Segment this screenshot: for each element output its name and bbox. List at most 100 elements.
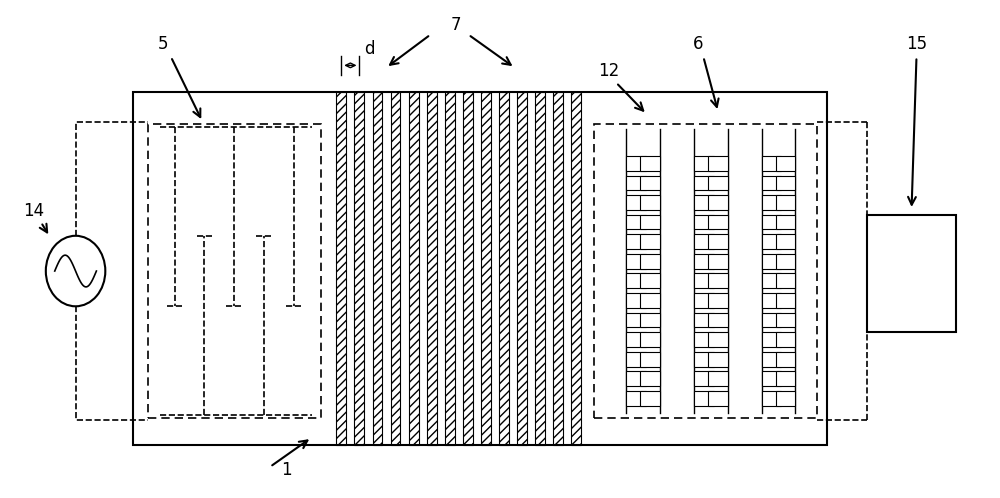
Bar [640, 273, 660, 288]
Bar [336, 92, 346, 445]
Bar [626, 372, 646, 386]
Bar [694, 293, 714, 308]
Bar [626, 254, 646, 268]
Bar [708, 176, 728, 190]
Bar [708, 293, 728, 308]
Bar [640, 215, 660, 230]
Bar [708, 372, 728, 386]
Bar [571, 92, 581, 445]
Bar [776, 352, 795, 367]
Bar [640, 313, 660, 327]
Bar [708, 352, 728, 367]
Bar [640, 156, 660, 171]
Bar [409, 92, 419, 445]
Bar [776, 215, 795, 230]
Text: 15: 15 [906, 35, 927, 53]
Bar [640, 332, 660, 347]
Ellipse shape [46, 236, 105, 306]
Bar [640, 235, 660, 249]
Bar [762, 215, 781, 230]
Bar [776, 156, 795, 171]
Bar [626, 195, 646, 210]
Bar [694, 313, 714, 327]
Bar [776, 313, 795, 327]
Bar [626, 215, 646, 230]
Bar [762, 391, 781, 406]
Bar [708, 215, 728, 230]
Bar [762, 195, 781, 210]
Bar [762, 293, 781, 308]
Bar [762, 156, 781, 171]
Bar [776, 195, 795, 210]
Bar [373, 92, 382, 445]
Text: 5: 5 [158, 35, 168, 53]
Bar [762, 254, 781, 268]
Bar [708, 254, 728, 268]
Bar [640, 195, 660, 210]
Bar [640, 352, 660, 367]
Text: 12: 12 [598, 62, 620, 80]
Bar [694, 372, 714, 386]
Bar [762, 372, 781, 386]
Bar [776, 273, 795, 288]
Bar [708, 391, 728, 406]
Bar [535, 92, 545, 445]
Bar [594, 124, 817, 418]
Bar [708, 332, 728, 347]
Bar [391, 92, 400, 445]
Bar [626, 235, 646, 249]
Bar [776, 254, 795, 268]
Text: d: d [364, 40, 374, 58]
Bar [694, 273, 714, 288]
Bar [708, 313, 728, 327]
Bar [694, 391, 714, 406]
Bar [553, 92, 563, 445]
Bar [694, 332, 714, 347]
Text: 1: 1 [281, 461, 292, 479]
Bar [354, 92, 364, 445]
Bar [626, 313, 646, 327]
Bar [762, 313, 781, 327]
Bar [708, 235, 728, 249]
Bar [640, 176, 660, 190]
Bar [776, 372, 795, 386]
Bar [517, 92, 527, 445]
Bar [626, 332, 646, 347]
Bar [626, 391, 646, 406]
Bar [640, 391, 660, 406]
Bar [694, 235, 714, 249]
Bar [626, 156, 646, 171]
Bar [626, 176, 646, 190]
Bar [445, 92, 455, 445]
Bar [640, 293, 660, 308]
Bar [762, 352, 781, 367]
Bar [708, 195, 728, 210]
Bar [463, 92, 473, 445]
Text: 6: 6 [693, 35, 704, 53]
Bar [708, 156, 728, 171]
Bar [762, 332, 781, 347]
Bar [148, 124, 321, 418]
Bar [499, 92, 509, 445]
Bar [481, 92, 491, 445]
Bar [776, 391, 795, 406]
Bar [133, 92, 827, 445]
Bar [427, 92, 437, 445]
Bar [626, 273, 646, 288]
Bar [694, 352, 714, 367]
Bar [762, 235, 781, 249]
Text: 14: 14 [23, 202, 44, 220]
Bar [626, 352, 646, 367]
Bar [776, 332, 795, 347]
Bar [776, 176, 795, 190]
Text: 7: 7 [450, 15, 461, 33]
Bar [640, 254, 660, 268]
Bar [867, 215, 956, 332]
Bar [762, 176, 781, 190]
Bar [640, 372, 660, 386]
Bar [694, 156, 714, 171]
Bar [694, 254, 714, 268]
Bar [762, 273, 781, 288]
Bar [694, 176, 714, 190]
Bar [776, 235, 795, 249]
